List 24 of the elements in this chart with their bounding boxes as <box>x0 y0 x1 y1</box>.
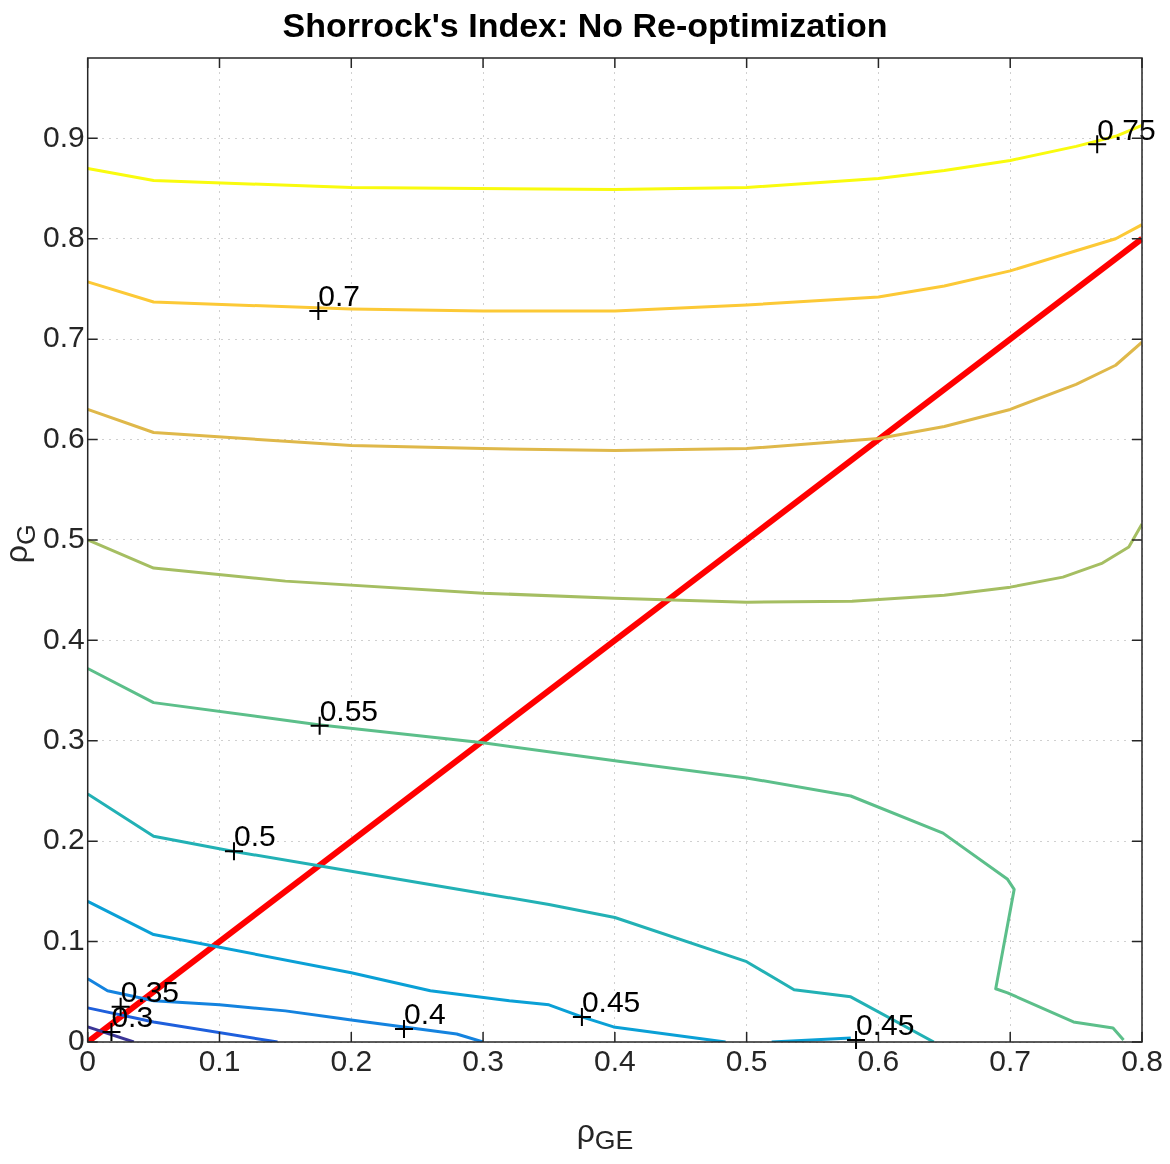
x-tick-label: 0.3 <box>462 1044 504 1078</box>
y-tick-label: 0.1 <box>42 922 85 956</box>
x-tick-label: 0.6 <box>857 1044 900 1078</box>
annotation: 0.4 <box>403 997 446 1031</box>
y-tick-label: 0.4 <box>42 621 85 655</box>
y-tick-label: 0.7 <box>42 320 85 354</box>
y-tick-label: 0.6 <box>42 420 85 454</box>
y-tick-label: 0.5 <box>42 521 85 555</box>
y-tick-label: 0.8 <box>42 220 85 253</box>
annotation: 0.7 <box>318 279 361 313</box>
chart-title: Shorrock's Index: No Re-optimization <box>281 6 889 45</box>
annotation: 0.5 <box>233 819 276 853</box>
x-tick-label: 0.4 <box>593 1044 636 1078</box>
x-tick-label: 0.8 <box>1121 1044 1163 1078</box>
x-tick-label: 0.1 <box>198 1044 241 1078</box>
x-tick-label: 0.2 <box>330 1044 373 1078</box>
x-axis-title: ρ$_{GE}$ <box>575 1112 635 1156</box>
y-tick-label: 0.3 <box>42 722 85 756</box>
y-tick-label: 0.9 <box>42 119 85 153</box>
x-tick-label: 0.5 <box>725 1044 768 1078</box>
y-tick-label: 0.2 <box>42 822 85 856</box>
annotation: 0.45 <box>581 985 641 1019</box>
x-tick-label: 0.7 <box>989 1044 1032 1078</box>
annotation: 0.55 <box>319 693 379 727</box>
